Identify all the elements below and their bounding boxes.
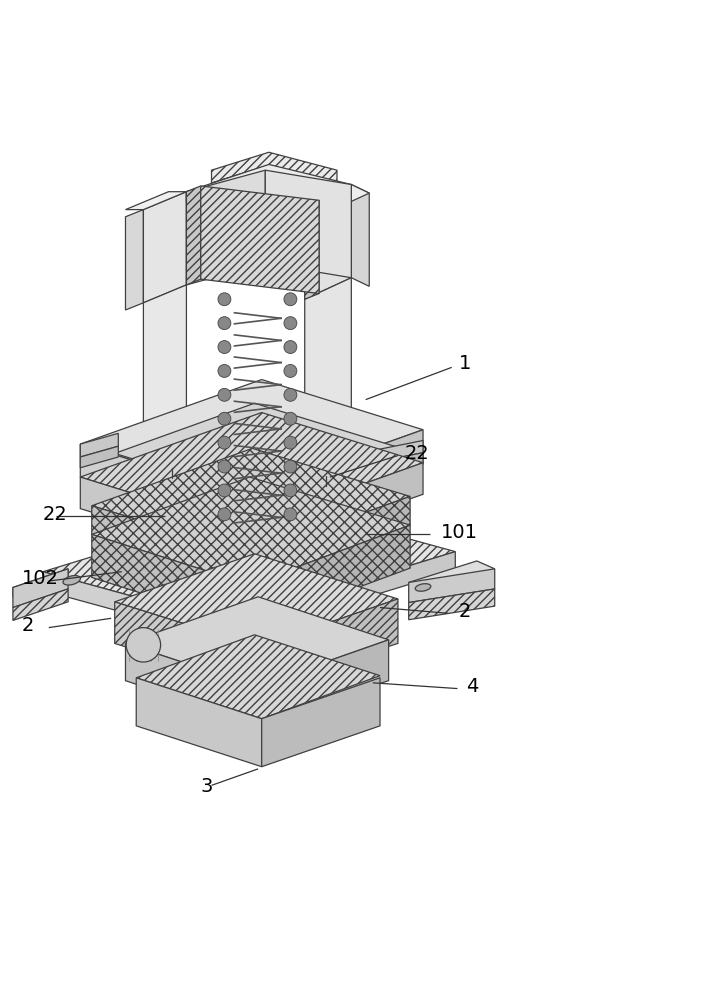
- Polygon shape: [43, 572, 226, 641]
- Circle shape: [284, 412, 297, 425]
- Polygon shape: [305, 185, 351, 299]
- Circle shape: [218, 317, 231, 330]
- Polygon shape: [92, 506, 250, 585]
- Polygon shape: [92, 448, 410, 554]
- Circle shape: [218, 436, 231, 449]
- Polygon shape: [80, 444, 242, 527]
- Circle shape: [284, 508, 297, 521]
- Circle shape: [284, 341, 297, 353]
- Polygon shape: [226, 552, 455, 641]
- Polygon shape: [305, 514, 387, 561]
- Polygon shape: [242, 463, 423, 559]
- Polygon shape: [92, 534, 250, 628]
- Polygon shape: [242, 430, 423, 527]
- Polygon shape: [13, 589, 68, 620]
- Polygon shape: [186, 186, 201, 285]
- Ellipse shape: [63, 576, 80, 585]
- Polygon shape: [219, 444, 237, 561]
- Polygon shape: [143, 557, 186, 593]
- Polygon shape: [409, 589, 495, 620]
- Polygon shape: [358, 453, 423, 477]
- Polygon shape: [143, 192, 186, 303]
- Text: 22: 22: [405, 444, 430, 463]
- Polygon shape: [92, 477, 410, 585]
- Circle shape: [218, 293, 231, 306]
- Polygon shape: [258, 599, 398, 689]
- Ellipse shape: [415, 584, 431, 591]
- Polygon shape: [351, 185, 369, 286]
- Polygon shape: [305, 185, 369, 215]
- Polygon shape: [125, 210, 143, 310]
- Polygon shape: [212, 152, 337, 183]
- Circle shape: [284, 364, 297, 377]
- Polygon shape: [409, 569, 495, 603]
- Circle shape: [284, 293, 297, 306]
- Polygon shape: [186, 170, 265, 285]
- Circle shape: [284, 460, 297, 473]
- Polygon shape: [143, 285, 186, 575]
- Polygon shape: [13, 569, 68, 608]
- Polygon shape: [115, 403, 402, 499]
- Circle shape: [126, 628, 161, 662]
- Text: 101: 101: [441, 523, 478, 542]
- Polygon shape: [305, 278, 351, 572]
- Polygon shape: [80, 380, 423, 494]
- Polygon shape: [136, 635, 380, 719]
- Polygon shape: [13, 569, 68, 598]
- Text: 1: 1: [459, 354, 471, 373]
- Polygon shape: [136, 678, 262, 767]
- Circle shape: [218, 388, 231, 401]
- Text: 2: 2: [459, 602, 471, 621]
- Polygon shape: [125, 643, 256, 724]
- Circle shape: [218, 508, 231, 521]
- Polygon shape: [80, 413, 423, 527]
- Polygon shape: [265, 170, 351, 278]
- Text: 22: 22: [43, 505, 68, 524]
- Polygon shape: [125, 597, 389, 686]
- Polygon shape: [80, 477, 242, 559]
- Polygon shape: [250, 496, 410, 585]
- Circle shape: [284, 388, 297, 401]
- Text: 102: 102: [22, 569, 59, 588]
- Polygon shape: [186, 164, 351, 202]
- Circle shape: [218, 364, 231, 377]
- Polygon shape: [201, 186, 319, 294]
- Circle shape: [218, 341, 231, 353]
- Polygon shape: [262, 678, 380, 767]
- Polygon shape: [125, 192, 186, 210]
- Polygon shape: [315, 457, 341, 476]
- Circle shape: [218, 484, 231, 497]
- Circle shape: [284, 317, 297, 330]
- Polygon shape: [43, 501, 455, 622]
- Polygon shape: [237, 430, 276, 554]
- Polygon shape: [80, 446, 118, 468]
- Circle shape: [218, 460, 231, 473]
- Polygon shape: [212, 165, 269, 194]
- Text: 3: 3: [201, 777, 213, 796]
- Polygon shape: [409, 561, 495, 590]
- Polygon shape: [111, 529, 204, 582]
- Polygon shape: [358, 440, 423, 466]
- Polygon shape: [161, 450, 186, 468]
- Polygon shape: [250, 525, 410, 628]
- Circle shape: [218, 412, 231, 425]
- Polygon shape: [256, 640, 389, 724]
- Circle shape: [284, 484, 297, 497]
- Polygon shape: [115, 602, 258, 689]
- Polygon shape: [80, 433, 118, 457]
- Text: 2: 2: [22, 616, 34, 635]
- Polygon shape: [305, 550, 351, 590]
- Polygon shape: [305, 200, 319, 299]
- Circle shape: [284, 436, 297, 449]
- Polygon shape: [115, 554, 398, 647]
- Text: 4: 4: [466, 677, 478, 696]
- Polygon shape: [269, 165, 337, 194]
